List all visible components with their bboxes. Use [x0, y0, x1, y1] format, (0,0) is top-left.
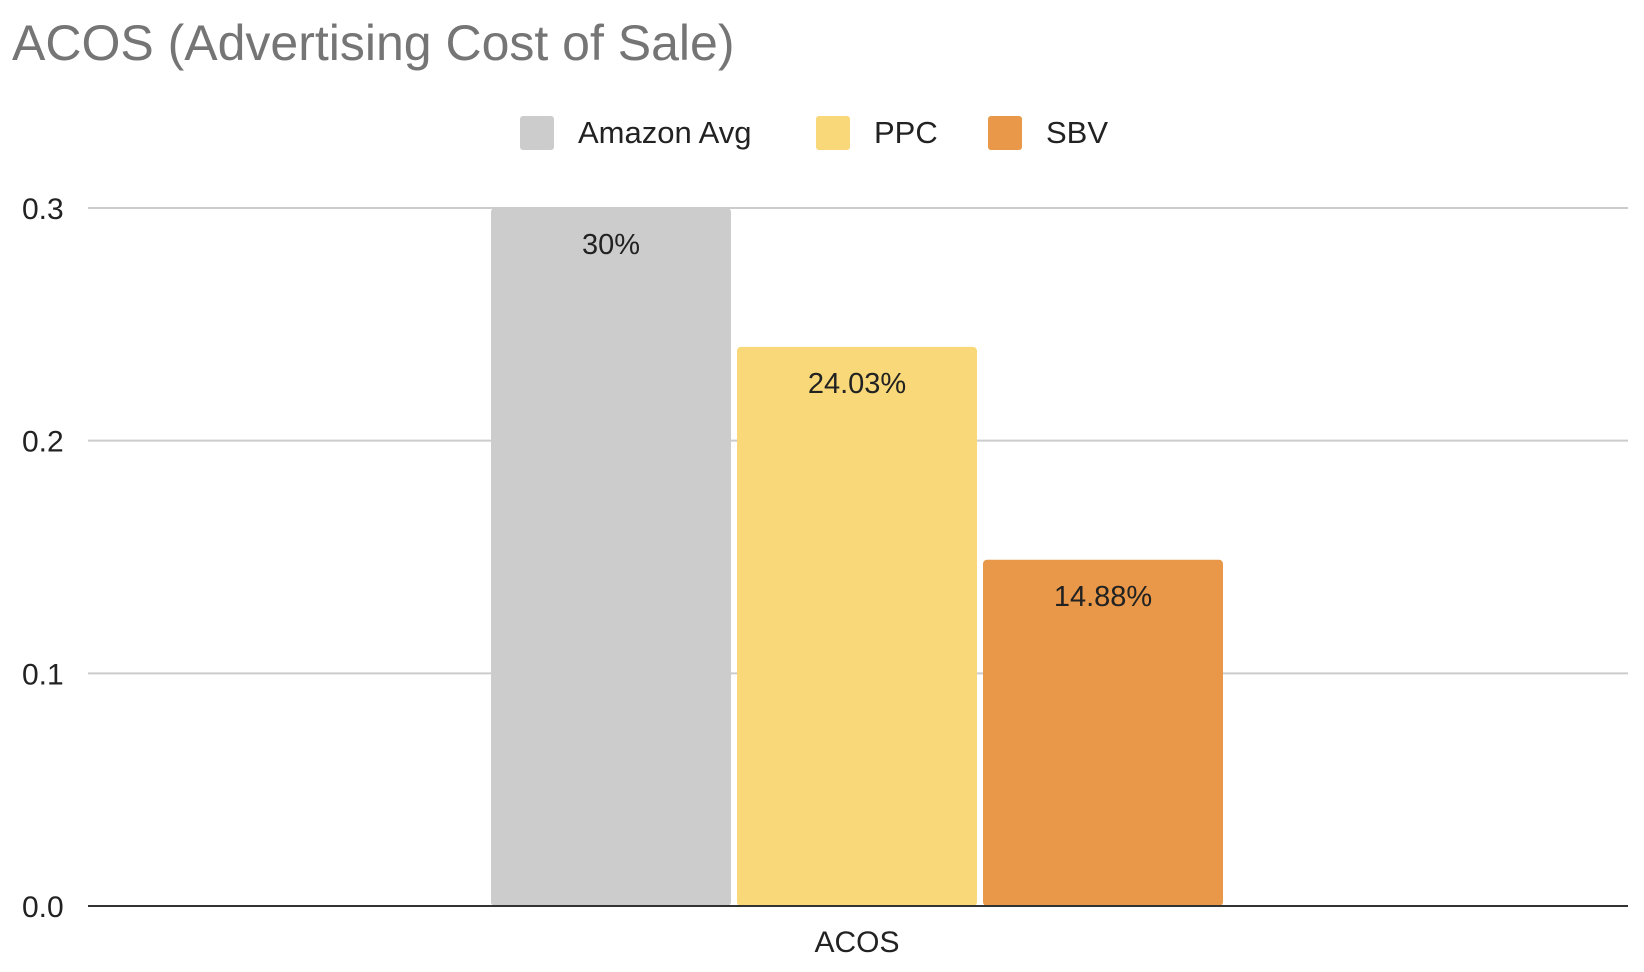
legend: Amazon Avg PPC SBV: [520, 115, 1108, 150]
x-category-label: ACOS: [814, 926, 899, 959]
legend-item-sbv: SBV: [988, 115, 1108, 150]
y-tick-label: 0.1: [22, 658, 64, 691]
bar-sbv: [983, 559, 1223, 906]
data-label-amazon-avg: 30%: [582, 229, 640, 261]
data-label-ppc: 24.03%: [808, 368, 906, 400]
bar-amazon-avg: [491, 208, 731, 906]
bars: 30% 24.03% 14.88%: [491, 208, 1223, 907]
data-label-sbv: 14.88%: [1054, 581, 1152, 613]
y-tick-label: 0.2: [22, 426, 64, 459]
legend-swatch-ppc: [816, 116, 850, 150]
legend-item-ppc: PPC: [816, 115, 938, 150]
y-tick-label: 0.3: [22, 193, 64, 226]
legend-item-amazon-avg: Amazon Avg: [520, 115, 751, 150]
y-tick-label: 0.0: [22, 891, 64, 924]
legend-label-ppc: PPC: [874, 115, 938, 150]
bar-ppc: [737, 346, 977, 907]
legend-swatch-amazon-avg: [520, 116, 554, 150]
x-axis: ACOS: [88, 905, 1628, 959]
legend-label-amazon-avg: Amazon Avg: [578, 115, 751, 150]
legend-swatch-sbv: [988, 116, 1022, 150]
y-axis: 0.0 0.1 0.2 0.3: [22, 193, 64, 924]
chart-title: ACOS (Advertising Cost of Sale): [12, 15, 735, 71]
legend-label-sbv: SBV: [1046, 115, 1108, 150]
